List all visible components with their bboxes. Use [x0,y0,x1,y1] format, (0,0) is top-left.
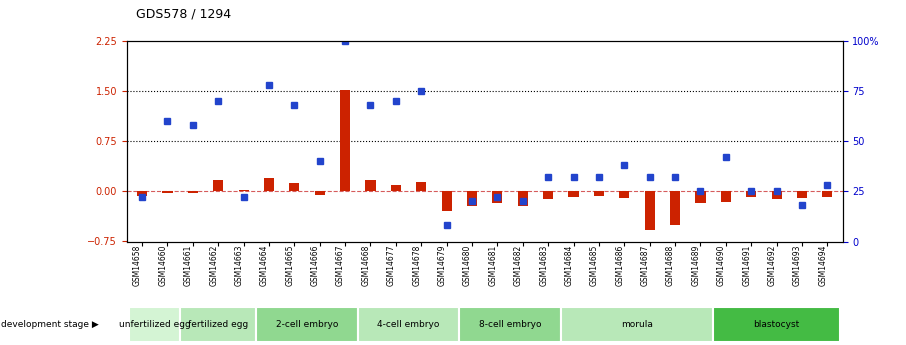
Text: GSM14665: GSM14665 [285,244,294,286]
Text: 2-cell embryo: 2-cell embryo [275,320,338,329]
Bar [747,191,757,197]
FancyBboxPatch shape [256,307,358,342]
FancyBboxPatch shape [459,307,561,342]
Text: GSM14694: GSM14694 [818,244,827,286]
Text: GSM14686: GSM14686 [615,244,624,286]
Bar [365,180,376,191]
Bar [340,90,351,191]
Text: GSM14680: GSM14680 [463,244,472,286]
Bar [670,191,680,225]
Text: GSM14666: GSM14666 [311,244,320,286]
Text: GSM14688: GSM14688 [666,244,675,286]
Bar [797,191,807,198]
Bar [137,191,147,196]
Text: morula: morula [621,320,653,329]
Bar [467,191,477,206]
Text: GSM14678: GSM14678 [412,244,421,286]
Text: fertilized egg: fertilized egg [188,320,248,329]
Text: GDS578 / 1294: GDS578 / 1294 [136,8,231,21]
Text: GSM14677: GSM14677 [387,244,396,286]
Bar [264,178,274,191]
Bar [593,191,604,196]
Text: 4-cell embryo: 4-cell embryo [378,320,439,329]
Bar [492,191,503,203]
Text: GSM14681: GSM14681 [488,244,497,286]
Bar [517,191,528,206]
Text: GSM14684: GSM14684 [564,244,573,286]
Bar [238,190,248,191]
Text: GSM14689: GSM14689 [691,244,700,286]
Text: GSM14683: GSM14683 [539,244,548,286]
Bar [644,191,655,230]
Text: GSM14663: GSM14663 [235,244,244,286]
Text: GSM14693: GSM14693 [793,244,802,286]
Bar [823,191,833,197]
Text: GSM14692: GSM14692 [767,244,776,286]
Bar [188,191,198,193]
FancyBboxPatch shape [180,307,256,342]
Bar [772,191,782,199]
Bar [543,191,554,199]
Text: GSM14660: GSM14660 [159,244,168,286]
Text: GSM14664: GSM14664 [260,244,269,286]
Bar [568,191,579,197]
Bar [289,183,299,191]
Bar [416,182,427,191]
Text: GSM14668: GSM14668 [361,244,371,286]
Text: GSM14691: GSM14691 [742,244,751,286]
Text: GSM14667: GSM14667 [336,244,345,286]
Text: development stage ▶: development stage ▶ [1,320,99,329]
Bar [441,191,452,211]
Text: GSM14682: GSM14682 [514,244,523,286]
Bar [162,191,172,194]
Text: blastocyst: blastocyst [754,320,800,329]
Text: GSM14679: GSM14679 [438,244,447,286]
Text: 8-cell embryo: 8-cell embryo [479,320,542,329]
FancyBboxPatch shape [561,307,713,342]
Text: GSM14687: GSM14687 [641,244,650,286]
Text: GSM14685: GSM14685 [590,244,599,286]
Bar [390,185,401,191]
FancyBboxPatch shape [713,307,840,342]
Text: GSM14662: GSM14662 [209,244,218,286]
Bar [314,191,325,195]
FancyBboxPatch shape [130,307,180,342]
Bar [696,191,706,204]
Bar [213,180,223,191]
Text: GSM14661: GSM14661 [184,244,193,286]
Bar [619,191,630,198]
Text: GSM14658: GSM14658 [133,244,142,286]
FancyBboxPatch shape [358,307,459,342]
Bar [721,191,731,202]
Text: unfertilized egg: unfertilized egg [119,320,190,329]
Text: GSM14690: GSM14690 [717,244,726,286]
